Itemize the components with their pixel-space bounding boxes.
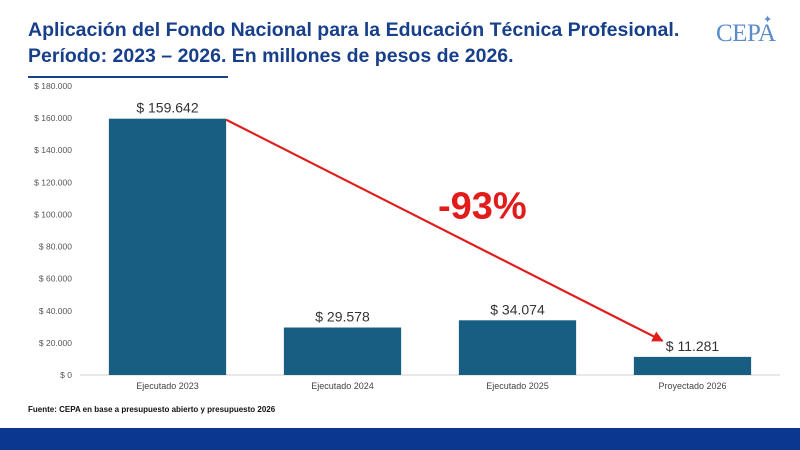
y-tick-label: $ 120.000 (34, 177, 72, 187)
trend-arrow (225, 118, 664, 342)
bar (458, 320, 577, 375)
footer-band (0, 428, 800, 450)
x-tick-label: Ejecutado 2023 (136, 381, 199, 391)
y-tick-label: $ 60.000 (39, 274, 72, 284)
title-line-1: Aplicación del Fondo Nacional para la Ed… (28, 19, 680, 41)
x-axis: Ejecutado 2023 Ejecutado 2024 Ejecutado 20… (80, 374, 780, 391)
title-line-2: Período: 2023 – 2026. En millones de pes… (28, 45, 514, 67)
chart-annotations: -93% (225, 118, 664, 342)
change-annotation: -93% (438, 185, 527, 227)
x-tick-label: Ejecutado 2025 (486, 381, 549, 391)
y-tick-label: $ 100.000 (34, 209, 72, 219)
logo-text: CEPA (716, 20, 776, 47)
bar (108, 118, 227, 375)
bar-series: $ 159.642 $ 29.578 $ 34.074 $ 11.281 (108, 100, 752, 375)
y-tick-label: $ 140.000 (34, 145, 72, 155)
bar (633, 356, 752, 375)
star-icon: ✦ (763, 14, 773, 26)
y-tick-label: $ 160.000 (34, 113, 72, 123)
data-label: $ 34.074 (490, 301, 545, 317)
page-title: Aplicación del Fondo Nacional para la Ed… (28, 17, 718, 69)
x-tick-label: Proyectado 2026 (658, 381, 726, 391)
x-tick-label: Ejecutado 2024 (311, 381, 374, 391)
y-tick-label: $ 0 (60, 370, 72, 380)
bar-chart: $ 0 $ 20.000 $ 40.000 $ 60.000 $ 80.000 $ 100… (34, 81, 780, 391)
data-label: $ 29.578 (315, 309, 370, 325)
y-axis: $ 0 $ 20.000 $ 40.000 $ 60.000 $ 80.000 $ 100… (34, 81, 72, 380)
y-tick-label: $ 40.000 (39, 306, 72, 316)
y-tick-label: $ 180.000 (34, 81, 72, 91)
y-tick-label: $ 80.000 (39, 242, 72, 252)
cepa-logo: CEPA ✦ (716, 14, 780, 51)
bar (283, 327, 402, 375)
data-label: $ 11.281 (666, 338, 720, 354)
y-tick-label: $ 20.000 (39, 338, 72, 348)
title-underline (28, 76, 228, 78)
source-note: Fuente: CEPA en base a presupuesto abier… (28, 405, 276, 414)
data-label: $ 159.642 (136, 100, 198, 116)
